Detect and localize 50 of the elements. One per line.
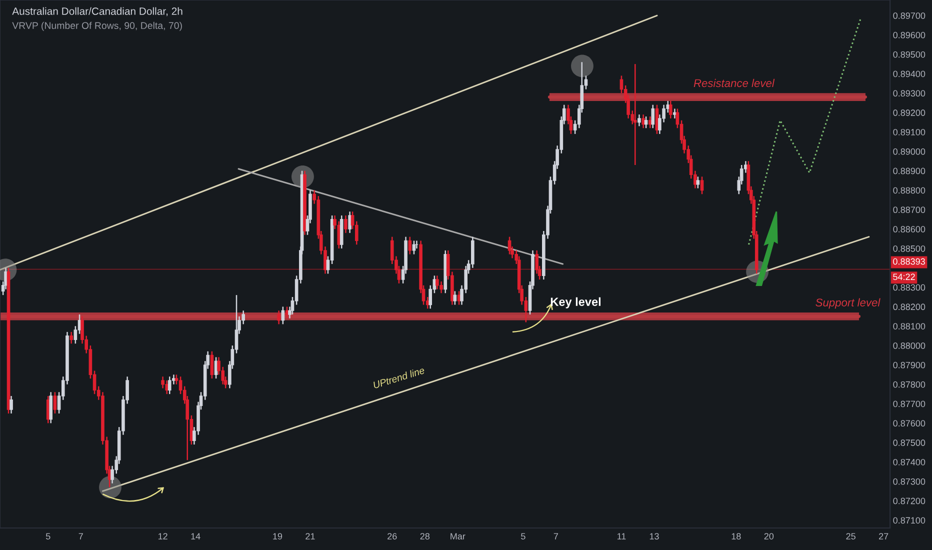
- y-tick-label: 0.89600: [893, 32, 926, 38]
- y-tick-label: 0.88800: [893, 187, 926, 194]
- annotation: Support level: [816, 298, 880, 309]
- y-tick-label: 0.89100: [893, 128, 926, 136]
- y-tick-label: 0.89400: [893, 70, 926, 78]
- x-tick-label: 13: [650, 533, 659, 540]
- x-tick-label: 5: [521, 533, 526, 540]
- x-tick-label: 12: [158, 533, 168, 540]
- x-tick-label: 27: [879, 533, 888, 540]
- x-tick-label: 5: [46, 533, 50, 540]
- x-tick-label: 14: [191, 533, 200, 540]
- x-tick-label: 20: [764, 533, 774, 540]
- x-tick-label: 26: [388, 533, 397, 540]
- y-tick-label: 0.87900: [893, 362, 926, 368]
- x-tick-label: 21: [306, 533, 315, 540]
- y-tick-label: 0.87300: [893, 478, 926, 485]
- y-tick-label: 0.87500: [893, 440, 926, 446]
- y-tick-label: 0.87200: [893, 498, 926, 504]
- y-tick-label: 0.89000: [893, 148, 926, 155]
- y-tick-label: 0.89200: [893, 110, 926, 116]
- y-tick-label: 0.89700: [893, 12, 926, 19]
- y-tick-label: 0.88200: [893, 304, 926, 310]
- text: VRVP (Number Of Rows, 90, Delta, 70): [12, 22, 182, 31]
- text: Australian Dollar/Canadian Dollar, 2h: [12, 7, 182, 16]
- annotation: Key level: [550, 297, 601, 308]
- x-tick-label: 11: [617, 533, 626, 540]
- y-tick-label: 0.88900: [893, 168, 926, 174]
- x-tick-label: 18: [732, 533, 741, 540]
- x-tick-label: 25: [846, 533, 856, 540]
- y-tick-label: 0.89500: [893, 51, 926, 58]
- annotation: Resistance level: [694, 78, 775, 88]
- y-tick-label: 0.88500: [893, 245, 926, 252]
- y-tick-label: 0.87100: [893, 517, 926, 524]
- x-tick-label: 7: [78, 533, 83, 540]
- y-tick-label: 0.87700: [893, 400, 926, 408]
- x-tick-label: 28: [420, 533, 430, 540]
- x-tick-label: Mar: [450, 533, 466, 540]
- y-tick-label: 0.88700: [893, 206, 926, 214]
- y-tick-label: 0.88100: [893, 323, 926, 330]
- y-tick-label: 0.88600: [893, 226, 926, 232]
- x-tick-label: 19: [273, 533, 282, 540]
- x-tick-label: 7: [554, 533, 558, 540]
- y-tick-label: 0.87800: [893, 381, 926, 388]
- y-tick-label: 0.88000: [893, 342, 926, 349]
- y-tick-label: 0.87600: [893, 420, 926, 427]
- y-tick-label: 0.88300: [893, 284, 926, 291]
- text: 54:22: [893, 274, 915, 280]
- y-tick-label: 0.87400: [893, 458, 926, 466]
- y-tick-label: 0.89300: [893, 90, 926, 97]
- ref-line-label: 0.88393: [893, 258, 925, 265]
